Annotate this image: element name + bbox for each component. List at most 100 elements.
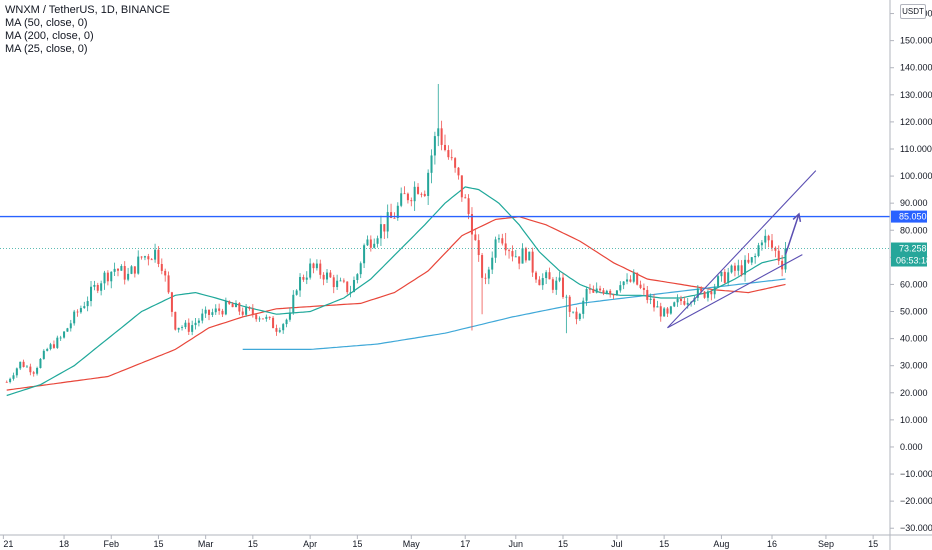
- candle-body: [403, 193, 406, 195]
- candle-body: [595, 288, 598, 293]
- candle-body: [612, 294, 615, 296]
- candle-body: [268, 316, 271, 318]
- candle-body: [545, 272, 548, 279]
- candle-body: [646, 289, 649, 300]
- candle-body: [231, 303, 234, 308]
- ma200-line: [242, 278, 786, 350]
- candle-body: [706, 291, 709, 298]
- candle-body: [120, 266, 123, 271]
- candle-body: [147, 256, 150, 260]
- candle-body: [754, 255, 757, 258]
- candle-body: [615, 290, 618, 295]
- candle-body: [113, 268, 116, 272]
- candle-body: [686, 302, 689, 305]
- candle-body: [140, 256, 143, 258]
- time-axis[interactable]: 21 18 Feb 15 Mar 15 Apr 15 May 17 Jun 15 Jul 15 Aug 16 S…: [0, 534, 932, 549]
- candle-body: [211, 312, 214, 315]
- candle-body: [467, 198, 470, 215]
- candle-body: [474, 234, 477, 241]
- indicator-ma50[interactable]: MA (50, close, 0): [5, 17, 88, 29]
- candle-body: [116, 268, 120, 271]
- candle-body: [487, 269, 490, 279]
- price-axis[interactable]: 160.000150.000140.000130.000120.000110.0…: [889, 0, 932, 550]
- candle-body: [366, 239, 369, 246]
- candle-body: [653, 298, 656, 308]
- candle-body: [177, 327, 180, 330]
- candle-body: [369, 239, 372, 248]
- candle-body: [491, 257, 494, 270]
- candle-body: [437, 128, 440, 137]
- time-tick-label: 16: [767, 539, 777, 549]
- indicator-ma200[interactable]: MA (200, close, 0): [5, 30, 94, 42]
- candle-body: [420, 193, 423, 195]
- candle-body: [329, 272, 332, 278]
- countdown-label: 06:53:18: [896, 256, 931, 266]
- price-tick-label: 150.000: [900, 36, 932, 46]
- candle-body: [396, 205, 399, 218]
- candle-body: [602, 290, 605, 294]
- price-tick-label: 50.000: [900, 307, 928, 317]
- candle-body: [737, 265, 740, 271]
- candle-body: [127, 273, 130, 280]
- candle-body: [285, 319, 288, 325]
- candle-body: [497, 238, 500, 240]
- candle-body: [349, 292, 352, 293]
- candle-body: [454, 158, 457, 168]
- symbol-title[interactable]: WNXM / TetherUS, 1D, BINANCE: [5, 4, 170, 16]
- candle-body: [167, 275, 170, 293]
- time-tick-label: 15: [352, 539, 362, 549]
- drawings: [0, 170, 890, 329]
- candle-body: [558, 277, 561, 281]
- candle-body: [757, 245, 760, 256]
- candle-body: [332, 277, 335, 288]
- time-tick-label: May: [403, 539, 421, 549]
- candle-body: [774, 247, 777, 251]
- candle-body: [312, 263, 315, 269]
- candle-body: [501, 238, 504, 244]
- candle-body: [52, 344, 55, 348]
- level-price-label: 85.050: [899, 212, 927, 222]
- candle-body: [288, 312, 291, 320]
- candle-body: [777, 250, 780, 261]
- candle-body: [46, 349, 49, 351]
- candle-body: [241, 311, 244, 315]
- candle-body: [339, 280, 342, 282]
- candle-body: [170, 292, 173, 312]
- time-tick-label: 15: [659, 539, 669, 549]
- candle-body: [133, 266, 136, 274]
- candle-body: [258, 318, 261, 320]
- time-tick-label: Mar: [198, 539, 214, 549]
- candle-body: [417, 186, 420, 194]
- candle-body: [69, 323, 72, 329]
- candle-body: [100, 283, 103, 291]
- price-tick-label: 40.000: [900, 334, 928, 344]
- chart-legend: WNXM / TetherUS, 1D, BINANCE MA (50, clo…: [5, 4, 170, 56]
- candle-body: [447, 150, 450, 158]
- candle-body: [632, 272, 635, 282]
- indicator-ma25[interactable]: MA (25, close, 0): [5, 43, 88, 55]
- time-tick-label: 15: [153, 539, 163, 549]
- currency-unit-button[interactable]: USDT: [900, 4, 926, 19]
- candle-body: [700, 288, 703, 292]
- candle-body: [157, 249, 160, 265]
- candle-body: [325, 272, 329, 280]
- candle-body: [710, 291, 713, 295]
- candle-body: [386, 212, 389, 232]
- candle-body: [659, 306, 662, 317]
- time-tick-label: 15: [868, 539, 878, 549]
- time-tick-label: Jul: [611, 539, 623, 549]
- candle-body: [572, 311, 575, 313]
- candle-body: [103, 272, 106, 284]
- candle-body: [154, 249, 157, 260]
- candle-body: [234, 303, 237, 308]
- price-tick-label: −10.000: [900, 469, 932, 479]
- candle-body: [585, 288, 588, 301]
- candle-body: [83, 306, 86, 309]
- candle-body: [63, 331, 66, 338]
- candle-body: [36, 367, 39, 374]
- candle-body: [292, 294, 295, 313]
- candle-body: [346, 281, 349, 293]
- candle-body: [143, 256, 146, 258]
- time-tick-label: Sep: [818, 539, 834, 549]
